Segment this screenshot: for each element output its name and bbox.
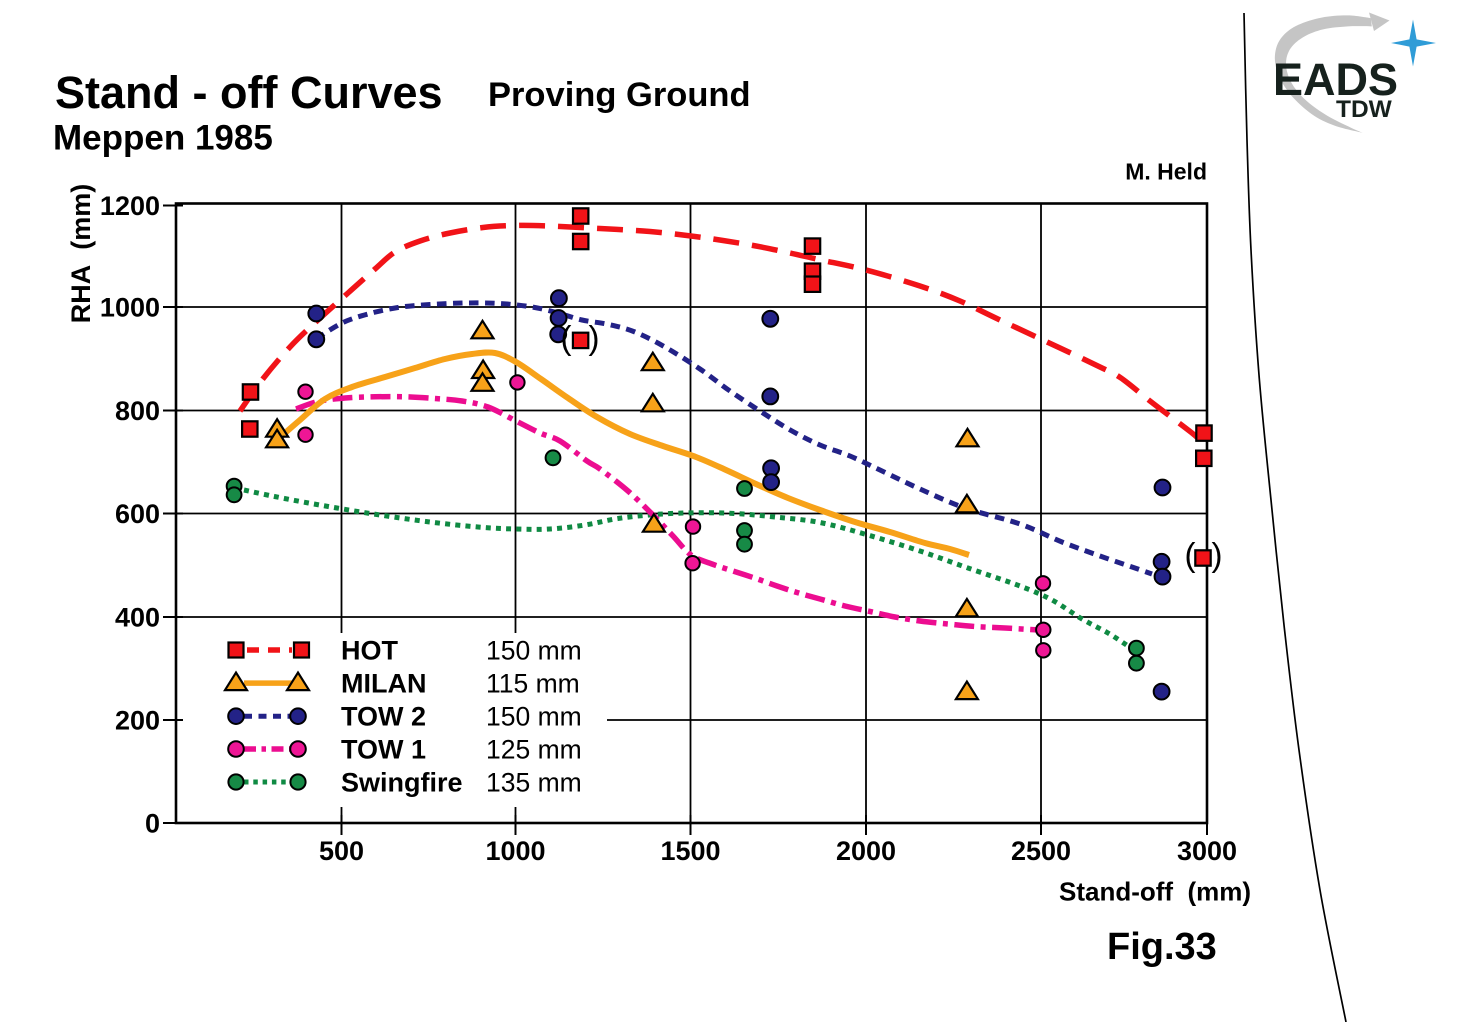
svg-text:1500: 1500	[660, 836, 720, 866]
svg-text:Stand-off (mm): Stand-off (mm)	[1059, 877, 1251, 907]
svg-text:150 mm: 150 mm	[486, 636, 582, 666]
svg-text:EADS: EADS	[1273, 54, 1398, 105]
svg-text:Proving Ground: Proving Ground	[488, 76, 751, 114]
svg-text:1200: 1200	[100, 191, 160, 221]
svg-text:115 mm: 115 mm	[486, 669, 580, 699]
svg-text:(: (	[561, 319, 572, 356]
svg-text:RHA (mm): RHA (mm)	[66, 184, 96, 324]
svg-text:Fig.33: Fig.33	[1107, 926, 1217, 968]
svg-text:500: 500	[319, 836, 364, 866]
svg-text:200: 200	[115, 706, 160, 736]
svg-text:Stand - off Curves: Stand - off Curves	[55, 67, 443, 118]
svg-text:M. Held: M. Held	[1125, 159, 1207, 185]
svg-text:2500: 2500	[1011, 836, 1071, 866]
svg-text:3000: 3000	[1177, 836, 1237, 866]
svg-text:1000: 1000	[485, 836, 545, 866]
svg-text:600: 600	[115, 499, 160, 529]
svg-text:): )	[589, 319, 600, 356]
svg-text:1000: 1000	[100, 293, 160, 323]
svg-text:Swingfire: Swingfire	[341, 768, 463, 798]
svg-text:135 mm: 135 mm	[486, 768, 582, 798]
svg-text:800: 800	[115, 396, 160, 426]
svg-text:(: (	[1185, 536, 1196, 573]
svg-text:TOW 1: TOW 1	[341, 735, 426, 765]
svg-text:HOT: HOT	[341, 636, 399, 666]
svg-text:MILAN: MILAN	[341, 669, 426, 699]
svg-text:2000: 2000	[836, 836, 896, 866]
svg-text:125 mm: 125 mm	[486, 735, 582, 765]
svg-text:TOW 2: TOW 2	[341, 702, 426, 732]
svg-text:0: 0	[145, 809, 160, 839]
svg-text:TDW: TDW	[1336, 96, 1393, 123]
svg-text:400: 400	[115, 603, 160, 633]
svg-text:Meppen 1985: Meppen 1985	[53, 119, 273, 158]
svg-text:): )	[1212, 536, 1223, 573]
svg-text:150 mm: 150 mm	[486, 702, 582, 732]
